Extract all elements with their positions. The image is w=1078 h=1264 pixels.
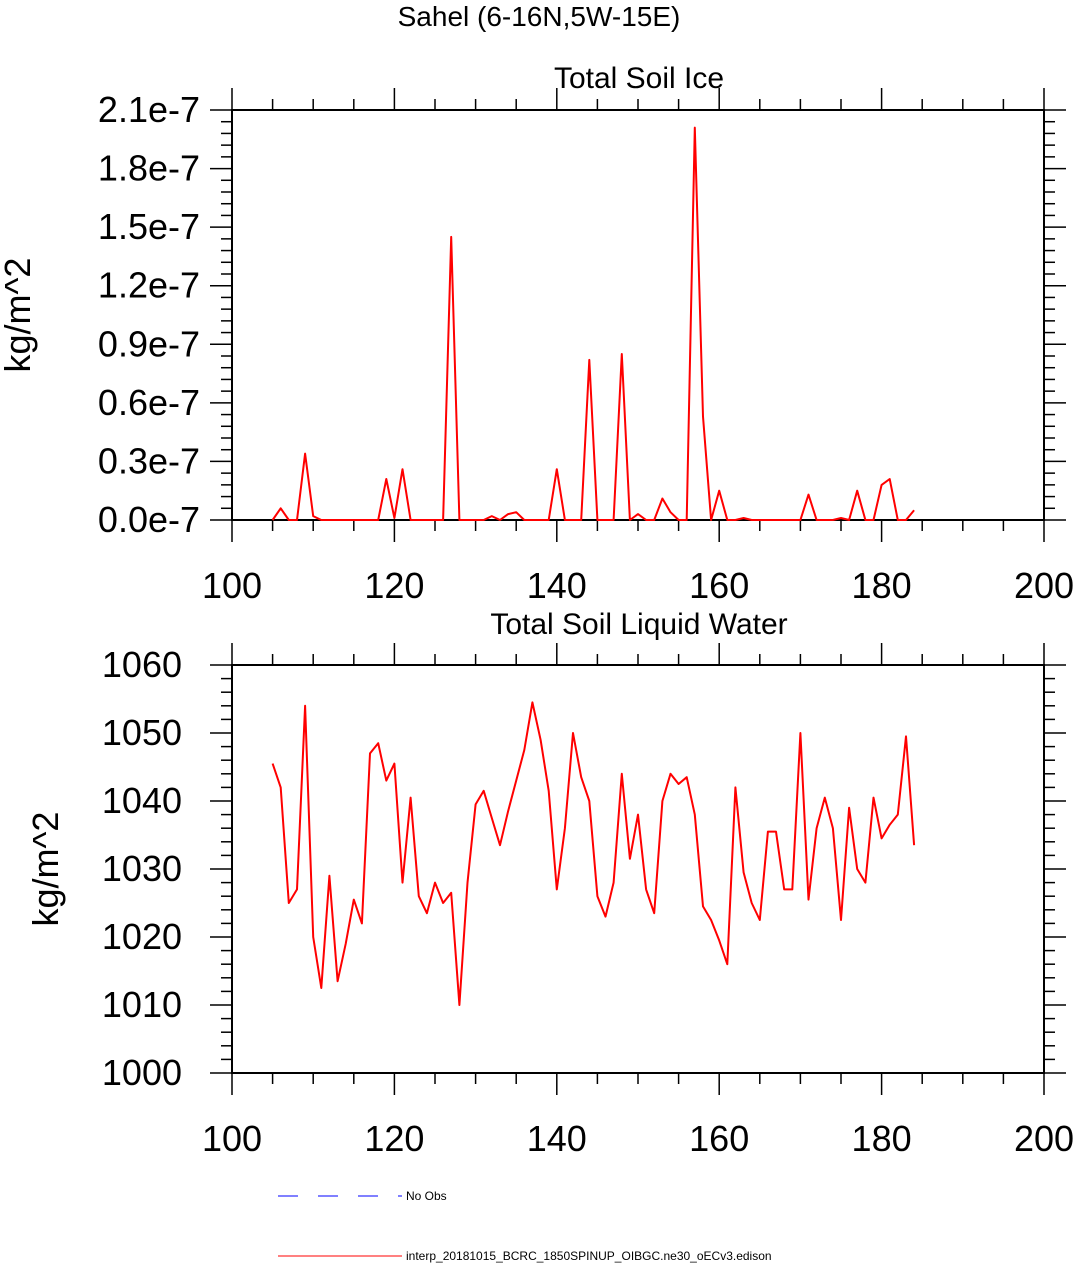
x-tick-label: 120 bbox=[364, 1118, 424, 1159]
legend-label-no-obs: No Obs bbox=[406, 1189, 447, 1203]
y-tick-label: 0.3e-7 bbox=[98, 440, 200, 481]
series-liquid bbox=[271, 701, 916, 1006]
axes-ice: 0.0e-7 0.3e-7 0.6e-7 0.9e-7 1.2e-7 1.5e-7 1.8e… bbox=[98, 88, 1074, 606]
x-tick-label: 160 bbox=[689, 565, 749, 606]
x-tick-label: 200 bbox=[1014, 565, 1074, 606]
y-tick-label: 0.6e-7 bbox=[98, 382, 200, 423]
y-tick-label: 0.0e-7 bbox=[98, 499, 200, 540]
x-tick-label: 140 bbox=[527, 1118, 587, 1159]
y-tick-label: 0.9e-7 bbox=[98, 323, 200, 364]
series-line bbox=[271, 701, 916, 1006]
y-tick-label: 1030 bbox=[102, 848, 182, 889]
series-ice bbox=[271, 126, 915, 521]
x-tick-label: 200 bbox=[1014, 1118, 1074, 1159]
y-tick-label: 1010 bbox=[102, 984, 182, 1025]
y-tick-label: 1050 bbox=[102, 712, 182, 753]
y-tick-label: 1000 bbox=[102, 1052, 182, 1093]
x-tick-label: 100 bbox=[202, 1118, 262, 1159]
y-tick-label: 1.8e-7 bbox=[98, 148, 200, 189]
legend-label-model: interp_20181015_BCRC_1850SPINUP_OIBGC.ne… bbox=[406, 1249, 772, 1263]
x-tick-label: 100 bbox=[202, 565, 262, 606]
x-tick-label: 120 bbox=[364, 565, 424, 606]
x-tick-label: 140 bbox=[527, 565, 587, 606]
chart-panel-total-soil-liquid-water: Total Soil Liquid Water kg/m^2 100010101… bbox=[25, 608, 1074, 1159]
y-axis-label-ice: kg/m^2 bbox=[0, 258, 38, 373]
legend: No Obs interp_20181015_BCRC_1850SPINUP_O… bbox=[278, 1189, 772, 1263]
plot-frame bbox=[231, 109, 1045, 521]
y-axis-label-liquid: kg/m^2 bbox=[25, 812, 66, 927]
chart-panel-total-soil-ice: Total Soil Ice kg/m^2 0.0e-7 0.3e-7 0.6e-7… bbox=[0, 62, 1074, 606]
x-tick-label: 180 bbox=[852, 565, 912, 606]
x-tick-label: 160 bbox=[689, 1118, 749, 1159]
y-tick-label: 1.5e-7 bbox=[98, 206, 200, 247]
y-tick-label: 1020 bbox=[102, 916, 182, 957]
x-tick-label: 180 bbox=[852, 1118, 912, 1159]
series-line bbox=[271, 126, 915, 521]
y-tick-label: 1060 bbox=[102, 644, 182, 685]
chart-title-total-soil-ice: Total Soil Ice bbox=[554, 62, 724, 95]
axes-liquid: 1000 1010 1020 1030 1040 1050 1060 100 120 140 160… bbox=[102, 643, 1074, 1159]
chart-title-total-soil-liquid-water: Total Soil Liquid Water bbox=[490, 608, 787, 641]
y-tick-label: 1.2e-7 bbox=[98, 265, 200, 306]
y-tick-label: 1040 bbox=[102, 780, 182, 821]
figure-suptitle: Sahel (6-16N,5W-15E) bbox=[398, 1, 681, 32]
y-tick-label: 2.1e-7 bbox=[98, 89, 200, 130]
plot-frame bbox=[231, 664, 1045, 1074]
